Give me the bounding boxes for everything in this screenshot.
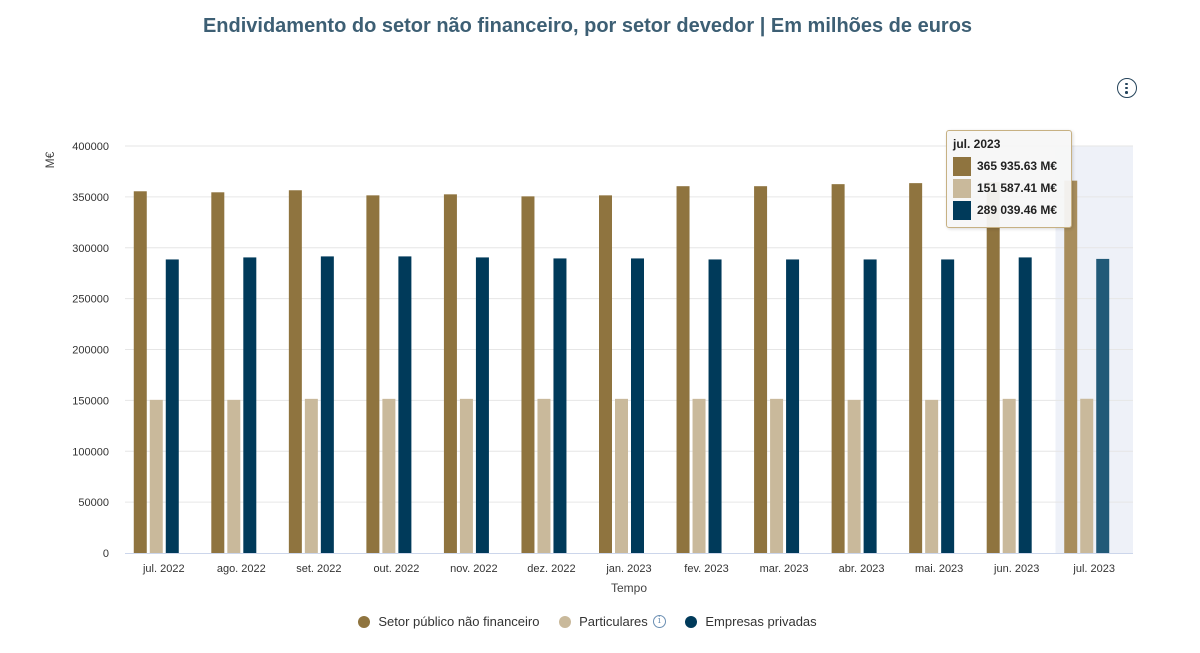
legend-item-setor-publico[interactable]: Setor público não financeiro bbox=[358, 614, 540, 629]
bar bbox=[366, 195, 380, 553]
bar bbox=[398, 256, 412, 553]
y-tick-label: 100000 bbox=[72, 446, 109, 458]
legend: Setor público não financeiro Particulare… bbox=[0, 614, 1175, 631]
tooltip-row: 151 587.41 M€ bbox=[953, 177, 1071, 199]
legend-item-particulares[interactable]: Particulares i bbox=[559, 614, 666, 629]
chart-menu-button[interactable] bbox=[1117, 78, 1137, 98]
tooltip-title: jul. 2023 bbox=[953, 137, 1001, 151]
bar bbox=[941, 259, 955, 553]
bar bbox=[149, 399, 163, 553]
bar bbox=[770, 398, 784, 553]
tooltip-swatch bbox=[953, 178, 971, 198]
tooltip-value: 289 039.46 M€ bbox=[977, 203, 1058, 217]
bars bbox=[133, 180, 1110, 554]
bar bbox=[304, 398, 318, 553]
bar bbox=[615, 398, 628, 553]
x-tick-label: out. 2022 bbox=[373, 563, 419, 575]
bar bbox=[537, 398, 551, 553]
tooltip-swatch bbox=[953, 200, 971, 220]
x-axis-title: Tempo bbox=[611, 581, 647, 595]
y-tick-label: 200000 bbox=[72, 345, 109, 357]
bar bbox=[1018, 257, 1032, 553]
bar bbox=[676, 186, 690, 553]
bar bbox=[553, 258, 567, 553]
x-tick-label: set. 2022 bbox=[296, 563, 341, 575]
kebab-menu-dot bbox=[1125, 86, 1128, 90]
x-tick-label: fev. 2023 bbox=[684, 563, 728, 575]
y-axis-title: M€ bbox=[43, 151, 57, 168]
y-tick-label: 350000 bbox=[72, 192, 109, 204]
bar bbox=[165, 259, 179, 553]
bar bbox=[847, 399, 861, 553]
x-tick-label: nov. 2022 bbox=[450, 563, 498, 575]
tooltip-row: 289 039.46 M€ bbox=[953, 199, 1071, 221]
x-tick-label: jul. 2023 bbox=[1072, 563, 1115, 575]
legend-dot bbox=[559, 615, 572, 628]
y-tick-label: 250000 bbox=[72, 294, 109, 306]
bar bbox=[925, 399, 939, 553]
tooltip-value: 151 587.41 M€ bbox=[977, 181, 1058, 195]
bar bbox=[831, 184, 845, 553]
y-tick-label: 0 bbox=[103, 548, 109, 560]
tooltip-row: 365 935.63 M€ bbox=[953, 155, 1071, 177]
bar bbox=[1080, 398, 1094, 553]
legend-label: Setor público não financeiro bbox=[378, 614, 540, 629]
legend-item-empresas-privadas[interactable]: Empresas privadas bbox=[685, 614, 817, 629]
bar bbox=[1002, 398, 1016, 553]
info-icon[interactable]: i bbox=[652, 615, 666, 628]
x-tick-label: mar. 2023 bbox=[760, 563, 809, 575]
bar bbox=[692, 398, 706, 553]
y-tick-label: 150000 bbox=[72, 395, 109, 407]
legend-dot bbox=[685, 615, 698, 628]
y-tick-label: 400000 bbox=[72, 141, 109, 153]
bar bbox=[211, 192, 225, 553]
axes: 0 50000 100000 150000 200000 250000 300000 3500… bbox=[72, 141, 1133, 575]
legend-label: Empresas privadas bbox=[705, 614, 817, 629]
x-tick-label: dez. 2022 bbox=[527, 563, 575, 575]
x-tick-label: jan. 2023 bbox=[605, 563, 651, 575]
bar bbox=[863, 259, 877, 553]
bar bbox=[909, 183, 923, 554]
legend-dot bbox=[358, 615, 371, 628]
tooltip-swatch bbox=[953, 156, 971, 176]
bar bbox=[133, 191, 147, 553]
tooltip-value: 365 935.63 M€ bbox=[977, 159, 1058, 173]
y-tick-label: 300000 bbox=[72, 243, 109, 255]
bar bbox=[288, 190, 302, 554]
bar bbox=[599, 195, 612, 553]
x-tick-label: ago. 2022 bbox=[217, 563, 266, 575]
x-tick-label: jun. 2023 bbox=[993, 563, 1039, 575]
bar bbox=[475, 257, 489, 553]
kebab-menu-icon bbox=[1125, 82, 1128, 85]
legend-label: Particulares bbox=[579, 614, 648, 629]
bar bbox=[708, 259, 722, 553]
chart-title: Endividamento do setor não financeiro, p… bbox=[202, 15, 973, 37]
bar bbox=[443, 194, 457, 554]
x-tick-label: abr. 2023 bbox=[839, 563, 885, 575]
bar bbox=[1096, 258, 1110, 553]
bar bbox=[382, 398, 396, 553]
tooltip: jul. 2023 365 935.63 M€ 151 587.41 M€ 28… bbox=[946, 130, 1072, 228]
x-tick-label: mai. 2023 bbox=[915, 563, 963, 575]
kebab-menu-dot bbox=[1125, 91, 1128, 94]
bar bbox=[786, 259, 800, 553]
bar bbox=[459, 398, 473, 553]
y-tick-label: 50000 bbox=[78, 497, 109, 509]
x-tick-label: jul. 2022 bbox=[142, 563, 185, 575]
bar bbox=[521, 196, 535, 553]
bar bbox=[1064, 180, 1078, 553]
bar bbox=[227, 399, 241, 553]
bar bbox=[631, 258, 644, 553]
bar bbox=[243, 257, 257, 553]
bar bbox=[754, 186, 768, 553]
bar bbox=[986, 182, 1000, 553]
bar bbox=[320, 256, 334, 553]
